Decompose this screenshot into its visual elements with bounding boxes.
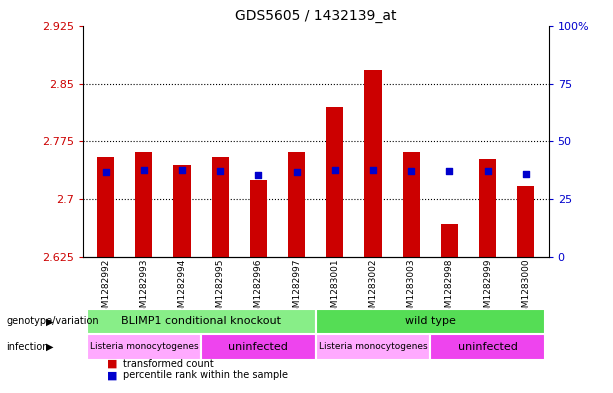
- Bar: [201, 334, 316, 360]
- Point: [368, 167, 378, 173]
- Text: wild type: wild type: [405, 316, 455, 326]
- Bar: [326, 107, 343, 257]
- Point: [177, 167, 187, 173]
- Point: [139, 167, 149, 173]
- Bar: [288, 152, 305, 257]
- Text: ▶: ▶: [46, 316, 53, 326]
- Point: [215, 168, 225, 174]
- Bar: [97, 157, 114, 257]
- Text: ■: ■: [107, 358, 118, 369]
- Text: Listeria monocytogenes: Listeria monocytogenes: [89, 342, 198, 351]
- Text: percentile rank within the sample: percentile rank within the sample: [123, 370, 287, 380]
- Text: infection: infection: [6, 342, 48, 352]
- Bar: [517, 185, 535, 257]
- Bar: [211, 157, 229, 257]
- Bar: [316, 334, 430, 360]
- Bar: [86, 309, 316, 334]
- Bar: [364, 70, 381, 257]
- Bar: [479, 159, 496, 257]
- Bar: [403, 152, 420, 257]
- Text: ■: ■: [107, 370, 118, 380]
- Point: [521, 171, 531, 177]
- Point: [406, 168, 416, 174]
- Bar: [441, 224, 458, 257]
- Bar: [316, 309, 545, 334]
- Text: Listeria monocytogenes: Listeria monocytogenes: [319, 342, 427, 351]
- Point: [101, 169, 110, 176]
- Text: uninfected: uninfected: [229, 342, 288, 352]
- Text: BLIMP1 conditional knockout: BLIMP1 conditional knockout: [121, 316, 281, 326]
- Bar: [135, 152, 153, 257]
- Bar: [430, 334, 545, 360]
- Point: [330, 167, 340, 173]
- Point: [444, 168, 454, 174]
- Bar: [250, 180, 267, 257]
- Text: uninfected: uninfected: [457, 342, 517, 352]
- Bar: [173, 165, 191, 257]
- Point: [482, 168, 492, 174]
- Point: [254, 172, 264, 178]
- Point: [292, 169, 302, 176]
- Text: transformed count: transformed count: [123, 358, 213, 369]
- Bar: [86, 334, 201, 360]
- Text: ▶: ▶: [46, 342, 53, 352]
- Title: GDS5605 / 1432139_at: GDS5605 / 1432139_at: [235, 9, 397, 23]
- Text: genotype/variation: genotype/variation: [6, 316, 99, 326]
